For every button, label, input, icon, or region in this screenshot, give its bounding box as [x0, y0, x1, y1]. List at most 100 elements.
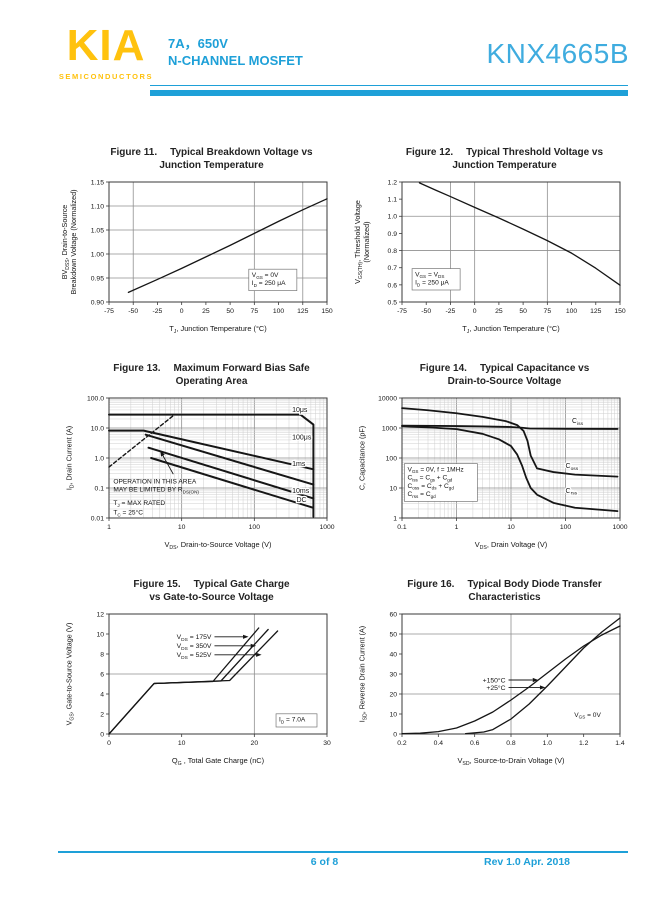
svg-text:1000: 1000	[382, 425, 397, 432]
svg-text:50: 50	[389, 631, 397, 638]
figure-11-title-line2: Junction Temperature	[159, 160, 264, 171]
svg-text:0.5: 0.5	[388, 299, 398, 306]
revision: Rev 1.0 Apr. 2018	[484, 856, 570, 868]
svg-text:0: 0	[180, 308, 184, 315]
logo-text: KIA	[66, 21, 146, 70]
figure-14-title: Figure 14. Typical Capacitance vs Drain-t…	[348, 362, 633, 388]
figure-16: Figure 16. Typical Body Diode Transfer Ch…	[348, 578, 633, 772]
svg-text:ID = 250 μA: ID = 250 μA	[415, 280, 449, 288]
svg-text:ID, Drain Current (A): ID, Drain Current (A)	[65, 426, 76, 490]
chart-svg-4: 0 10 20 30 0 2 4 6 8 10 12 QG , Total Gate Charge (…	[65, 611, 331, 767]
svg-text:Crss: Crss	[566, 488, 578, 497]
svg-text:VSD, Source-to-Drain Voltage (: VSD, Source-to-Drain Voltage (V)	[457, 756, 564, 767]
figure-15-chart: 0 10 20 30 0 2 4 6 8 10 12 QG , Total Gate Charge (…	[55, 607, 340, 772]
figure-15-title-line1: Typical Gate Charge	[193, 579, 290, 590]
svg-text:2: 2	[100, 711, 104, 718]
logo-subtext: SEMICONDUCTORS	[58, 72, 154, 81]
device-type: N-CHANNEL MOSFET	[168, 53, 303, 68]
svg-text:4: 4	[100, 691, 104, 698]
svg-text:QG , Total Gate Charge (nC): QG , Total Gate Charge (nC)	[172, 756, 264, 767]
figure-14-title-line2: Drain-to-Source Voltage	[447, 376, 562, 387]
svg-text:1ms: 1ms	[292, 461, 306, 468]
svg-text:(Normalized): (Normalized)	[362, 221, 371, 262]
device-rating: 7A，650V	[168, 36, 228, 51]
figure-11-chart: -75 -50 -25 0 25 50 75 100 125 150 0.90 0.95 1.00 1.0…	[55, 175, 340, 340]
svg-text:40: 40	[389, 651, 397, 658]
figure-14: Figure 14. Typical Capacitance vs Drain-t…	[348, 362, 633, 556]
svg-text:-75: -75	[104, 308, 114, 315]
svg-text:VDS = 175V: VDS = 175V	[177, 634, 212, 643]
figure-13-title-line2: Operating Area	[175, 376, 248, 387]
svg-text:75: 75	[251, 308, 259, 315]
svg-text:Coss = Cds + Cgd: Coss = Cds + Cgd	[407, 483, 454, 491]
svg-text:OPERATION IN THIS AREA: OPERATION IN THIS AREA	[113, 478, 197, 485]
svg-text:1.0: 1.0	[388, 214, 398, 221]
svg-text:1.15: 1.15	[91, 179, 104, 186]
svg-text:1.05: 1.05	[91, 227, 104, 234]
svg-text:VDS = 525V: VDS = 525V	[177, 652, 212, 661]
svg-text:ID = 250 μA: ID = 250 μA	[252, 280, 286, 288]
svg-text:25: 25	[202, 308, 210, 315]
figure-13-title: Figure 13. Maximum Forward Bias Safe Oper…	[55, 362, 340, 388]
svg-text:1.00: 1.00	[91, 251, 104, 258]
figure-11-title-line1: Typical Breakdown Voltage vs	[170, 147, 313, 158]
svg-text:BVDSS, Drain-to-Source: BVDSS, Drain-to-Source	[60, 205, 71, 280]
svg-text:0.6: 0.6	[388, 282, 398, 289]
figure-12-title: Figure 12. Typical Threshold Voltage vs J…	[348, 146, 633, 172]
svg-text:VGS(TH), Threshold Voltage: VGS(TH), Threshold Voltage	[353, 200, 364, 284]
svg-text:20: 20	[251, 740, 259, 747]
svg-text:50: 50	[226, 308, 234, 315]
figure-16-chart: 0.2 0.4 0.6 0.8 1.0 1.2 1.4 0 10 20 30 40 50 60 VSD, S…	[348, 607, 633, 772]
svg-text:0: 0	[473, 308, 477, 315]
svg-text:10: 10	[389, 485, 397, 492]
figure-11-title: Figure 11. Typical Breakdown Voltage vs J…	[55, 146, 340, 172]
svg-text:0.1: 0.1	[397, 524, 407, 531]
svg-text:75: 75	[544, 308, 552, 315]
svg-text:10: 10	[507, 524, 515, 531]
svg-text:10: 10	[178, 740, 186, 747]
svg-text:30: 30	[389, 671, 397, 678]
svg-text:0.01: 0.01	[91, 515, 104, 522]
svg-text:0.8: 0.8	[388, 248, 398, 255]
figure-12: Figure 12. Typical Threshold Voltage vs J…	[348, 146, 633, 340]
svg-text:ID = 7.0A: ID = 7.0A	[279, 717, 306, 725]
chart-svg-1: -75 -50 -25 0 25 50 75 100 125 150 0.5 0.6 0.7 0.8 0.9…	[353, 179, 626, 334]
figure-12-title-line1: Typical Threshold Voltage vs	[466, 147, 604, 158]
svg-text:VGS, Gate-to-Source Voltage (V: VGS, Gate-to-Source Voltage (V)	[65, 623, 76, 726]
svg-text:-75: -75	[397, 308, 407, 315]
svg-text:ISD, Reverse Drain Current (A): ISD, Reverse Drain Current (A)	[358, 626, 369, 722]
svg-text:150: 150	[321, 308, 333, 315]
svg-text:Ciss = Cgs + Cgd: Ciss = Cgs + Cgd	[407, 475, 452, 483]
figure-15: Figure 15. Typical Gate Charge vs Gate-to…	[55, 578, 340, 772]
svg-text:100: 100	[386, 455, 398, 462]
svg-text:TJ, Junction Temperature (°C): TJ, Junction Temperature (°C)	[169, 324, 266, 335]
svg-text:Crss = Cgd: Crss = Cgd	[407, 491, 436, 499]
svg-text:10: 10	[96, 631, 104, 638]
svg-text:-25: -25	[153, 308, 163, 315]
svg-text:0.1: 0.1	[95, 485, 105, 492]
svg-text:1: 1	[393, 515, 397, 522]
svg-text:-50: -50	[421, 308, 431, 315]
svg-text:50: 50	[519, 308, 527, 315]
page-footer: 6 of 8 Rev 1.0 Apr. 2018	[0, 851, 649, 872]
figures-grid: Figure 11. Typical Breakdown Voltage vs J…	[0, 146, 649, 772]
svg-text:Coss: Coss	[566, 463, 579, 472]
chart-svg-2: 1 10 100 1000 100.0 10.0 1.0 0.1 0.01 VDS, Drain-…	[65, 395, 335, 550]
svg-text:0.8: 0.8	[506, 740, 516, 747]
svg-text:150: 150	[614, 308, 626, 315]
svg-text:30: 30	[323, 740, 331, 747]
svg-text:100: 100	[566, 308, 578, 315]
figure-16-title-line1: Typical Body Diode Transfer	[467, 579, 602, 590]
svg-text:0.6: 0.6	[470, 740, 480, 747]
figure-13-label: Figure 13.	[113, 363, 161, 374]
svg-text:-50: -50	[128, 308, 138, 315]
svg-text:100μs: 100μs	[292, 434, 312, 441]
svg-text:+25°C: +25°C	[486, 684, 505, 692]
svg-text:0.9: 0.9	[388, 231, 398, 238]
svg-text:C, Capacitance (pF): C, Capacitance (pF)	[358, 426, 367, 490]
svg-text:TC = 25°C: TC = 25°C	[113, 509, 143, 518]
chart-svg-0: -75 -50 -25 0 25 50 75 100 125 150 0.90 0.95 1.00 1.0…	[60, 179, 333, 335]
svg-text:1.0: 1.0	[543, 740, 553, 747]
figure-15-title-line2: vs Gate-to-Source Voltage	[149, 592, 274, 603]
